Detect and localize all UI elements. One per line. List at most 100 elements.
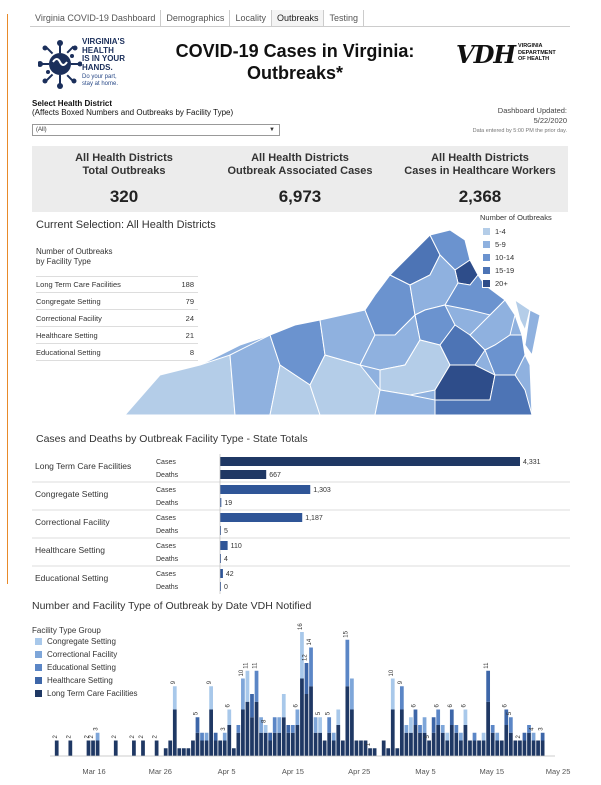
bar-segment[interactable] <box>172 709 177 757</box>
bar-segment[interactable] <box>404 725 409 733</box>
bar-segment[interactable] <box>390 709 395 757</box>
tab-dashboard[interactable]: Virginia COVID-19 Dashboard <box>30 10 162 26</box>
virginia-map[interactable] <box>120 215 540 420</box>
bar-segment[interactable] <box>440 732 445 756</box>
bar-segment[interactable] <box>459 740 463 757</box>
bar-segment[interactable] <box>395 748 400 756</box>
legend-item[interactable]: Long Term Care Facilities <box>32 687 138 700</box>
bar-segment[interactable] <box>259 717 263 733</box>
bar-segment[interactable] <box>281 717 286 756</box>
bar-segment[interactable] <box>527 732 531 756</box>
bar-segment[interactable] <box>531 732 536 741</box>
bar-segment[interactable] <box>268 732 273 741</box>
bar-segment[interactable] <box>309 686 313 756</box>
bar-segment[interactable] <box>300 632 304 679</box>
bar-segment[interactable] <box>513 740 518 757</box>
bar-segment[interactable] <box>495 740 500 757</box>
bar-segment[interactable] <box>331 740 336 757</box>
bar-segment[interactable] <box>486 701 491 756</box>
bar-segment[interactable] <box>472 740 477 757</box>
bar-segment[interactable] <box>331 732 336 741</box>
bar-segment[interactable] <box>327 732 332 756</box>
tab-outbreaks[interactable]: Outbreaks <box>271 10 325 26</box>
bar-segment[interactable] <box>231 748 236 756</box>
bar-segment[interactable] <box>413 725 418 756</box>
bar-segment[interactable] <box>409 732 413 756</box>
legend-item[interactable]: Educational Setting <box>32 661 138 674</box>
bar[interactable] <box>220 457 520 466</box>
bar-segment[interactable] <box>141 740 145 757</box>
bar-segment[interactable] <box>359 740 363 757</box>
bar-segment[interactable] <box>322 740 327 757</box>
legend-item[interactable]: 20+ <box>480 277 552 290</box>
bar-segment[interactable] <box>350 709 354 757</box>
bar-segment[interactable] <box>309 647 313 687</box>
bar-segment[interactable] <box>422 732 427 756</box>
bar-segment[interactable] <box>191 740 195 757</box>
bar-segment[interactable] <box>272 717 277 733</box>
bar-segment[interactable] <box>86 740 91 757</box>
bar-segment[interactable] <box>245 670 250 702</box>
bar-segment[interactable] <box>431 717 436 733</box>
bar-segment[interactable] <box>168 740 173 757</box>
bar-segment[interactable] <box>490 725 495 733</box>
bar-segment[interactable] <box>508 732 513 756</box>
bar-segment[interactable] <box>286 732 291 756</box>
bar-segment[interactable] <box>290 725 295 733</box>
bar-segment[interactable] <box>95 732 100 741</box>
bar-segment[interactable] <box>459 732 463 741</box>
bar-segment[interactable] <box>427 740 431 757</box>
bar-segment[interactable] <box>209 709 213 757</box>
bar-segment[interactable] <box>413 709 418 726</box>
bar[interactable] <box>220 554 221 563</box>
bar-segment[interactable] <box>195 732 200 756</box>
bar-segment[interactable] <box>186 748 191 756</box>
bar-segment[interactable] <box>540 740 545 757</box>
bar[interactable] <box>220 485 311 494</box>
bar-segment[interactable] <box>222 740 227 757</box>
bar[interactable] <box>220 569 223 578</box>
bar-segment[interactable] <box>250 694 254 718</box>
bar-segment[interactable] <box>263 732 268 756</box>
bar-segment[interactable] <box>236 725 241 733</box>
bar-segment[interactable] <box>336 725 341 756</box>
bar-segment[interactable] <box>113 740 118 757</box>
bar-segment[interactable] <box>522 740 527 757</box>
bar-segment[interactable] <box>540 732 545 741</box>
bar-segment[interactable] <box>181 748 186 756</box>
tab-demographics[interactable]: Demographics <box>161 10 231 26</box>
bar-segment[interactable] <box>172 686 177 710</box>
bar-segment[interactable] <box>259 732 263 756</box>
bar-segment[interactable] <box>522 732 527 741</box>
bar-segment[interactable] <box>386 748 391 756</box>
bar-segment[interactable] <box>304 694 309 756</box>
legend-item[interactable]: Healthcare Setting <box>32 674 138 687</box>
bar-segment[interactable] <box>490 732 495 756</box>
bar-segment[interactable] <box>440 725 445 733</box>
bar-segment[interactable] <box>536 740 540 757</box>
bar-segment[interactable] <box>504 709 509 726</box>
bar-segment[interactable] <box>200 740 204 757</box>
bar-segment[interactable] <box>54 740 59 757</box>
bar-segment[interactable] <box>318 732 322 756</box>
bar-segment[interactable] <box>91 740 95 757</box>
bar-segment[interactable] <box>354 740 359 757</box>
bar-segment[interactable] <box>472 732 477 741</box>
bar-segment[interactable] <box>399 686 404 710</box>
bar-segment[interactable] <box>463 725 468 756</box>
bar-segment[interactable] <box>318 717 322 733</box>
bar-segment[interactable] <box>363 740 368 757</box>
bar-segment[interactable] <box>336 709 341 726</box>
bar-segment[interactable] <box>390 678 395 710</box>
bar-segment[interactable] <box>454 732 459 756</box>
bar-segment[interactable] <box>468 740 472 757</box>
bar-segment[interactable] <box>449 725 454 756</box>
bar-segment[interactable] <box>295 709 300 726</box>
bar-segment[interactable] <box>286 725 291 733</box>
bar-segment[interactable] <box>418 725 422 733</box>
bar-segment[interactable] <box>300 678 304 757</box>
bar-segment[interactable] <box>277 717 282 733</box>
bar-segment[interactable] <box>481 732 486 741</box>
bar-segment[interactable] <box>422 717 427 733</box>
bar-segment[interactable] <box>204 740 209 757</box>
